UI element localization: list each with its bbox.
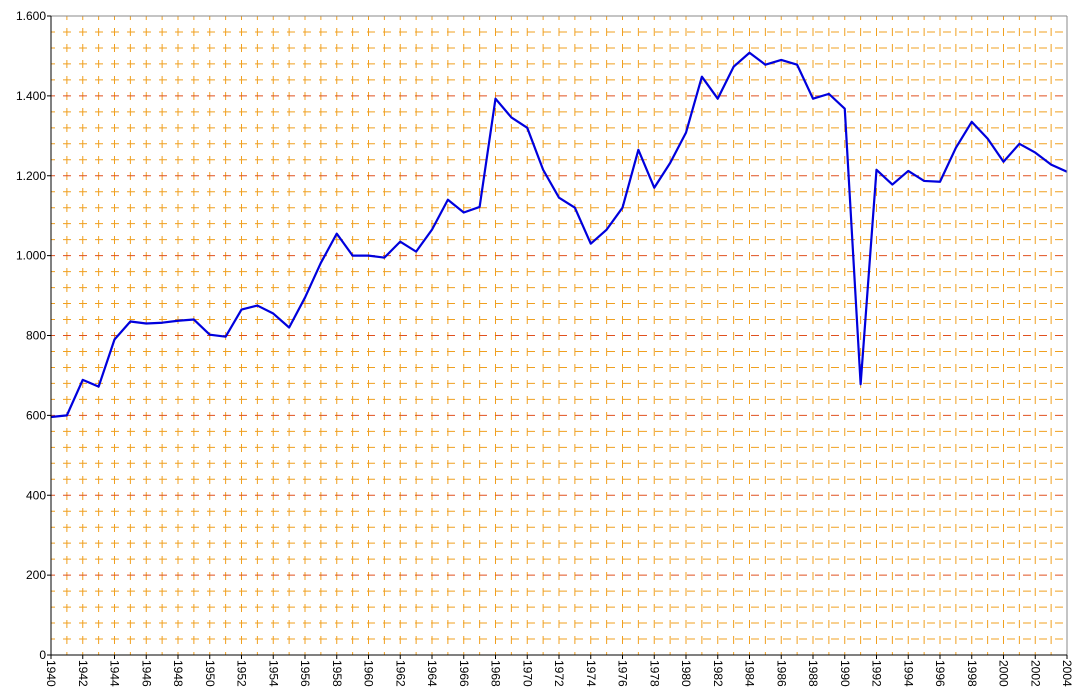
x-tick-label: 1992 [870, 660, 884, 687]
x-tick-label: 1982 [711, 660, 725, 687]
x-tick-label: 1996 [933, 660, 947, 687]
y-tick-label: 1.400 [16, 89, 46, 103]
marks [50, 51, 1068, 419]
x-tick-label: 2004 [1060, 660, 1072, 687]
x-tick-label: 1940 [44, 660, 58, 687]
x-tick-label: 1966 [457, 660, 471, 687]
x-tick-label: 1998 [965, 660, 979, 687]
y-tick-label: 1.200 [16, 169, 46, 183]
x-tick-label: 1974 [584, 660, 598, 687]
x-tick-label: 1948 [171, 660, 185, 687]
x-tick-label: 1956 [298, 660, 312, 687]
x-tick-label: 1944 [108, 660, 122, 687]
y-tick-label: 400 [26, 488, 46, 502]
x-tick-label: 1988 [806, 660, 820, 687]
labels: 0 200 400 600 800 1.000 1.200 1.400 1.600 1940 194… [16, 9, 1072, 687]
x-tick-label: 1990 [838, 660, 852, 687]
y-tick-label: 0 [39, 648, 46, 662]
x-tick-label: 1972 [552, 660, 566, 687]
x-tick-label: 1970 [520, 660, 534, 687]
y-tick-label: 1.000 [16, 249, 46, 263]
x-tick-label: 1964 [425, 660, 439, 687]
x-tick-label: 1980 [679, 660, 693, 687]
x-tick-label: 1976 [616, 660, 630, 687]
y-tick-label: 1.600 [16, 9, 46, 23]
x-tick-label: 1968 [489, 660, 503, 687]
x-tick-label: 1960 [362, 660, 376, 687]
x-tick-label: 1958 [330, 660, 344, 687]
line-series [50, 51, 1068, 419]
y-tick-label: 800 [26, 329, 46, 343]
x-tick-label: 1986 [774, 660, 788, 687]
x-tick-label: 2002 [1028, 660, 1042, 687]
x-tick-label: 1978 [647, 660, 661, 687]
x-tick-label: 1950 [203, 660, 217, 687]
x-tick-label: 1984 [743, 660, 757, 687]
x-tick-label: 2000 [997, 660, 1011, 687]
x-tick-label: 1954 [266, 660, 280, 687]
x-tick-label: 1952 [235, 660, 249, 687]
x-tick-label: 1994 [901, 660, 915, 687]
x-tick-label: 1942 [76, 660, 90, 687]
y-tick-label: 200 [26, 568, 46, 582]
x-tick-label: 1946 [139, 660, 153, 687]
x-tick-label: 1962 [393, 660, 407, 687]
y-tick-label: 600 [26, 408, 46, 422]
